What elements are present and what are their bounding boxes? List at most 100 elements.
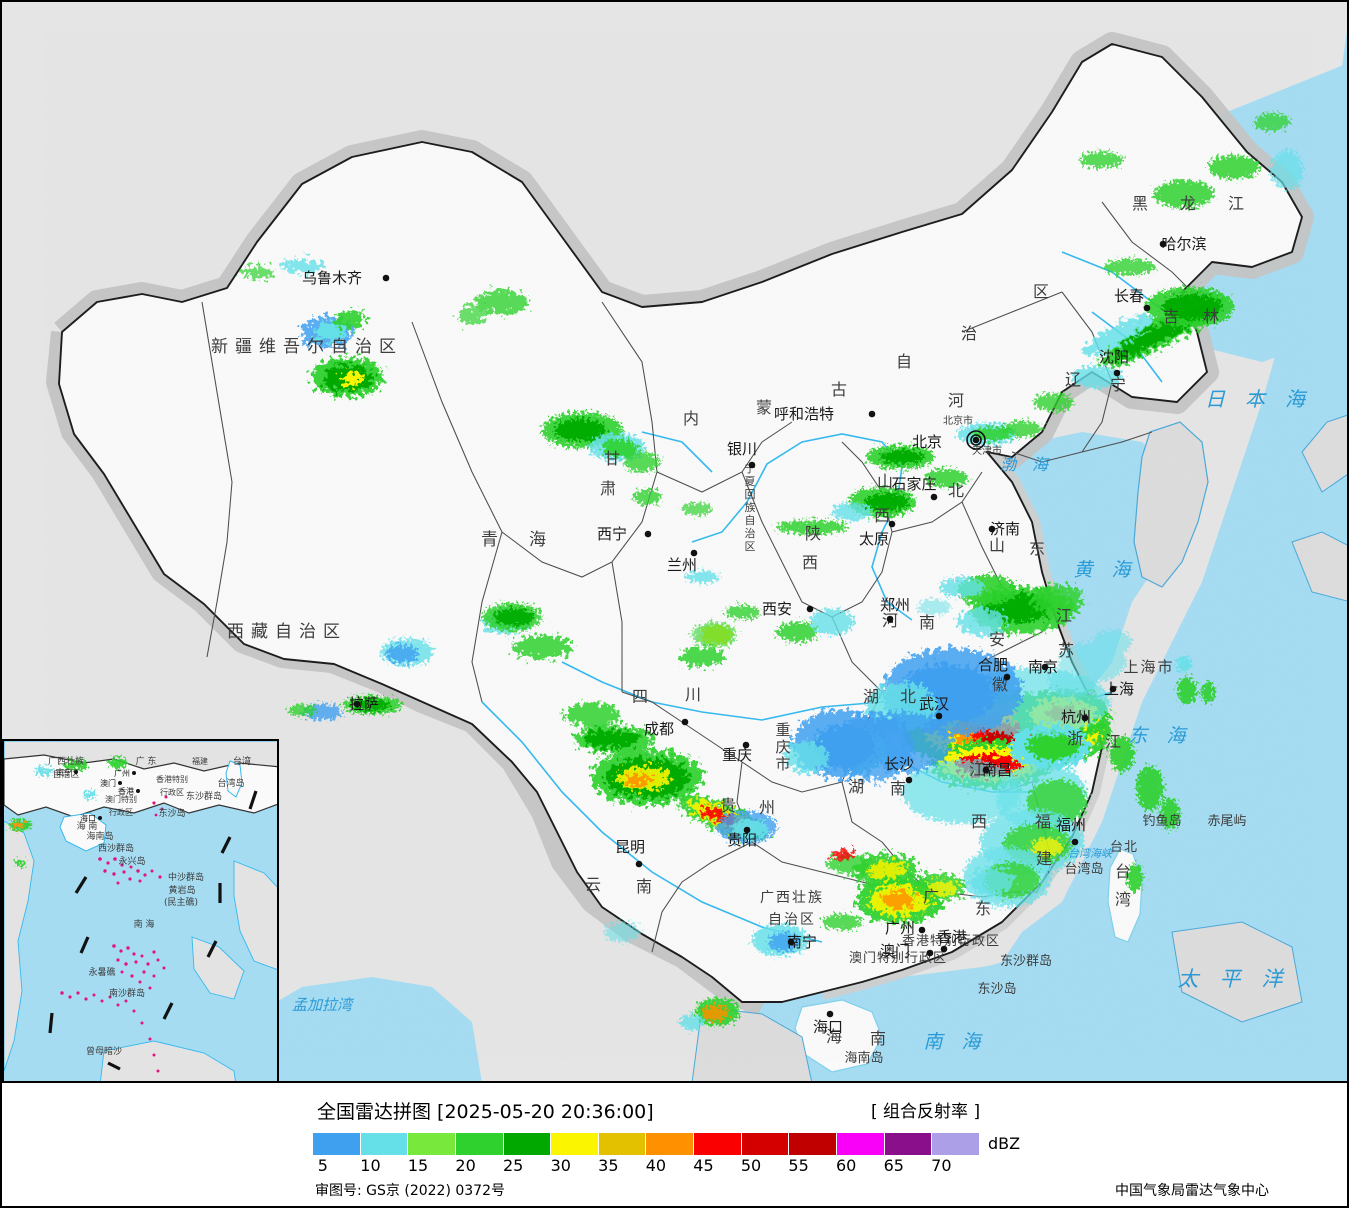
sea-label: 渤 海 — [1000, 455, 1050, 474]
city-dot — [905, 776, 913, 784]
city-dot — [930, 493, 938, 501]
province-label: 南 — [636, 877, 654, 896]
legend-product-label: [ 组合反射率 ] — [871, 1102, 981, 1122]
province-label: 川 — [685, 685, 703, 704]
province-label: 蒙 — [756, 398, 774, 417]
city-label-group: 乌鲁木齐哈尔滨长春沈阳呼和浩特银川西宁兰州太原石家庄北京济南西安郑州合肥南京上海… — [302, 235, 1207, 1036]
province-label: 苏 — [1058, 641, 1076, 660]
province-label: 湖 — [848, 777, 866, 796]
colorbar-swatch-35[interactable] — [598, 1133, 647, 1155]
dbz-colorbar[interactable] — [313, 1133, 979, 1155]
province-label: 澳门特别行政区 — [849, 950, 947, 966]
province-label: 江 — [1105, 732, 1123, 751]
colorbar-swatch-40[interactable] — [646, 1133, 695, 1155]
colorbar-swatch-25[interactable] — [503, 1133, 552, 1155]
south-china-sea-inset-map[interactable]: 广西壮族 自治区广 东福建 台湾 香港特别 行政区 澳门特别 行政区海 南南宁 广州 澳门 香港海… — [2, 739, 279, 1081]
province-label: 自 — [745, 514, 756, 527]
colorbar-swatch-45[interactable] — [694, 1133, 742, 1155]
inset-island-label: 东沙岛 — [158, 807, 185, 819]
island-label: 钓鱼岛 — [1142, 813, 1181, 829]
province-label: 宁 — [745, 461, 756, 475]
map-panel[interactable]: 新疆维吾尔自治区 西藏自治区青 海甘肃内蒙古自治区黑 龙 江吉林辽宁宁夏回族自治区… — [0, 0, 1349, 1081]
inset-island-label: 海南岛 — [86, 830, 113, 842]
colorbar-swatch-30[interactable] — [551, 1133, 599, 1155]
province-label: 治 — [961, 324, 979, 343]
colorbar-swatch-5[interactable] — [313, 1133, 361, 1155]
city-dot — [1081, 714, 1089, 722]
colorbar-swatch-70[interactable] — [932, 1133, 979, 1155]
inset-province-label: 行政区 — [160, 787, 184, 797]
province-label: 南 — [870, 1029, 888, 1048]
city-label: 重庆 — [722, 746, 752, 764]
province-label: 自治区 — [768, 912, 816, 928]
city-dot — [382, 274, 390, 282]
province-label: 香港特别行政区 — [902, 934, 1000, 949]
city-label: 南宁 — [787, 933, 817, 951]
city-dot — [1113, 369, 1121, 377]
province-label: 陕 — [805, 524, 823, 543]
city-label: 北京 — [912, 433, 942, 451]
inset-province-label: 澳门特别 — [105, 794, 137, 804]
province-label: 东 — [1029, 539, 1047, 558]
colorbar-swatch-10[interactable] — [360, 1133, 409, 1155]
province-label: 台北 — [1110, 840, 1138, 855]
inset-island-label: 中沙群岛 — [168, 871, 204, 883]
city-label: 福州 — [1056, 816, 1086, 834]
colorbar-swatch-65[interactable] — [884, 1133, 933, 1155]
city-dot — [940, 945, 948, 953]
colorbar-swatch-50[interactable] — [741, 1133, 790, 1155]
city-dot — [886, 615, 894, 623]
province-label: 福 — [1035, 812, 1053, 831]
province-label: 山 — [877, 472, 895, 491]
colorbar-tick-35: 35 — [598, 1156, 619, 1175]
colorbar-swatch-15[interactable] — [408, 1133, 456, 1155]
province-label: 重 — [775, 721, 790, 739]
province-label: 南 — [919, 613, 937, 632]
city-label: 杭州 — [1061, 708, 1091, 726]
city-label: 武汉 — [919, 695, 949, 713]
province-label: 四 — [632, 687, 650, 706]
colorbar-tick-40: 40 — [645, 1156, 667, 1175]
legend-title-row: 全国雷达拼图 [2025-05-20 20:36:00] [ 组合反射率 ] — [2, 1097, 1347, 1123]
province-label: 古 — [831, 380, 849, 399]
island-label: 东沙群岛 — [1000, 953, 1052, 969]
island-label: 台湾岛 — [1064, 861, 1103, 877]
inset-province-label: 海 南 — [77, 820, 98, 832]
province-label: 浙 — [1067, 729, 1085, 748]
province-label: 安 — [989, 630, 1007, 649]
colorbar-tick-20: 20 — [455, 1156, 476, 1175]
city-dot — [935, 712, 943, 720]
inset-province-label: 广西壮族 — [48, 755, 84, 767]
province-label: 黑 龙 江 — [1132, 194, 1252, 213]
province-label: 海 — [826, 1027, 844, 1046]
inset-island-label: 黄岩岛 — [168, 884, 195, 896]
inset-city-dot — [136, 789, 140, 793]
island-label: 东沙岛 — [977, 981, 1016, 997]
city-label: 海口 — [813, 1018, 843, 1036]
province-label: 东 — [975, 899, 993, 918]
city-dot — [888, 520, 896, 528]
colorbar-swatch-55[interactable] — [789, 1133, 838, 1155]
province-label: 宁 — [1110, 375, 1128, 394]
province-label: 广西壮族 — [760, 890, 824, 906]
city-label: 上海 — [1104, 680, 1134, 698]
inset-island-label: 永暑礁 — [88, 966, 115, 978]
province-label: 徽 — [992, 675, 1010, 694]
colorbar-swatch-60[interactable] — [837, 1133, 885, 1155]
sea-label: 日 本 海 — [1205, 387, 1308, 411]
colorbar-swatch-20[interactable] — [455, 1133, 504, 1155]
city-dot — [690, 549, 698, 557]
province-label: 市 — [775, 755, 790, 773]
city-dot — [926, 949, 934, 957]
city-dot — [982, 766, 990, 774]
province-label: 广 — [923, 887, 941, 906]
province-label: 湾 — [1115, 890, 1133, 909]
colorbar-tick-60: 60 — [836, 1156, 857, 1175]
sea-label: 黄 海 — [1073, 559, 1133, 581]
inset-city-label: 南宁 — [56, 767, 72, 777]
city-label: 贵阳 — [727, 831, 757, 849]
city-dot — [972, 436, 980, 444]
issuing-agency: 中国气象局雷达气象中心 — [1115, 1183, 1269, 1199]
